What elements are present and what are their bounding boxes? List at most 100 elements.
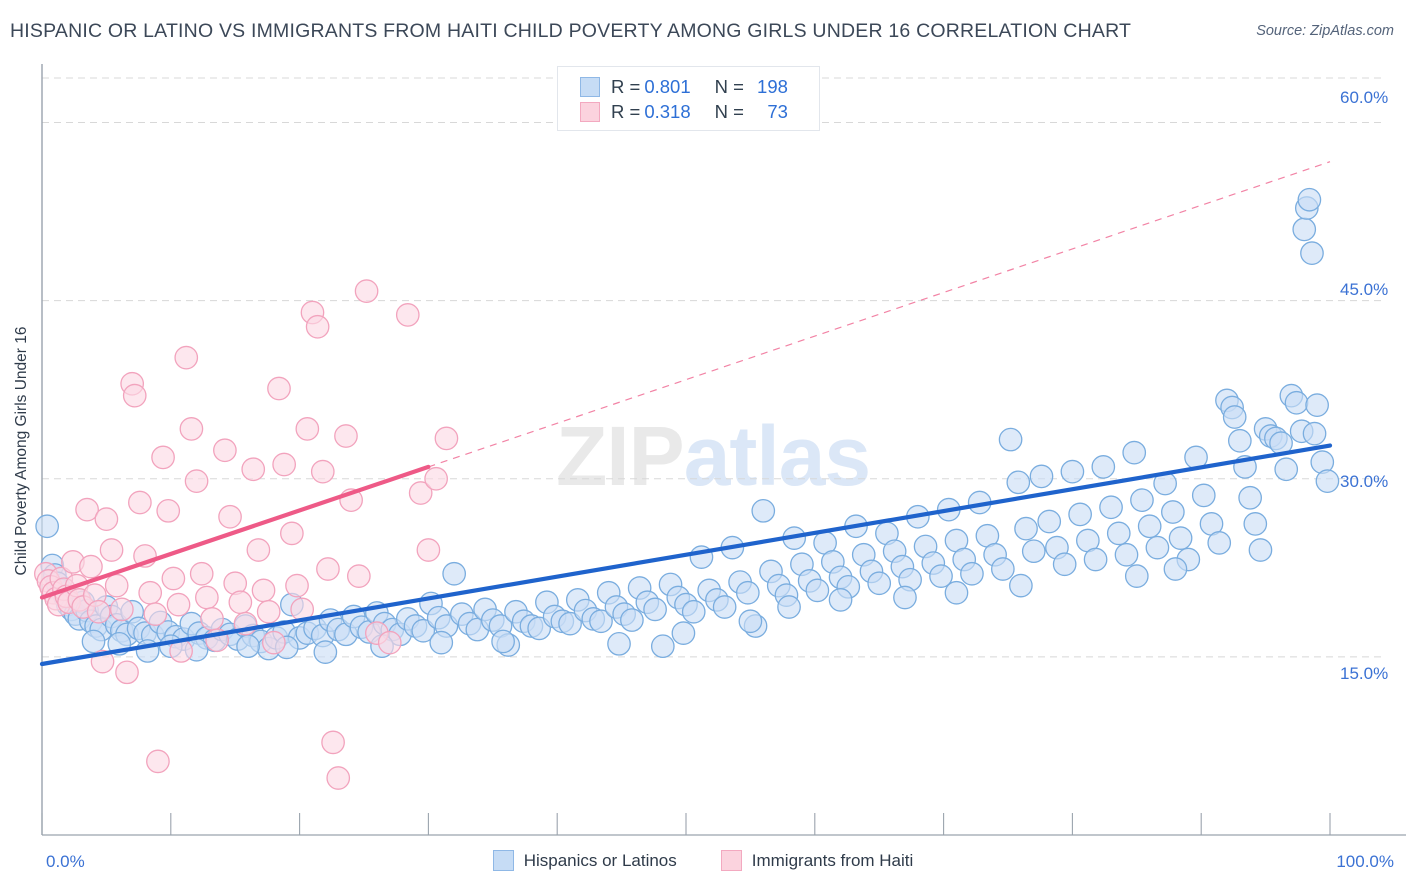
data-point [195,585,219,610]
legend-n-value-pink: 73 [767,100,788,122]
data-point [1302,421,1327,446]
series-legend-item-haiti[interactable]: Immigrants from Haiti [720,850,914,871]
legend-r-value-pink: 0.318 [644,100,691,122]
data-point [200,607,224,631]
data-point [1207,531,1232,555]
data-point [179,417,204,441]
correlation-legend: R = 0.801 N = 198 R = 0.318 N = 73 [557,66,820,131]
data-point [1014,516,1038,541]
data-point [1114,542,1139,567]
data-point [81,629,106,654]
data-point [867,571,892,596]
data-point [143,602,168,626]
y-axis-title: Child Poverty Among Girls Under 16 [13,326,30,576]
data-point [395,303,420,327]
data-point [377,630,402,655]
series-legend-item-hispanics[interactable]: Hispanics or Latinos [492,850,677,871]
data-point [267,376,291,401]
data-point [990,557,1015,581]
data-point [1284,390,1309,415]
data-point [280,521,304,546]
y-tick-label-30: 30.0% [1340,472,1389,491]
data-point [607,631,631,656]
data-point [128,490,152,515]
data-point [184,469,209,493]
data-point [138,580,163,605]
data-point [1191,483,1216,508]
data-point [1060,459,1085,484]
data-point [99,538,124,562]
data-point [442,561,467,586]
data-point [411,618,436,643]
data-point [1145,535,1170,560]
x-tick-label-max: 100.0% [1336,852,1394,871]
data-point [161,566,186,591]
legend-r-label-pink: R = [611,100,641,122]
trend-line [39,443,1333,667]
data-point [110,597,134,622]
data-point [213,438,237,463]
data-point [1163,557,1188,581]
data-point [1227,428,1252,453]
data-point [929,564,953,588]
data-point [1124,564,1149,588]
data-point [738,609,763,634]
y-tick-label-45: 45.0% [1340,280,1389,299]
data-point [146,749,170,774]
data-point [174,345,199,370]
series-label-hispanics: Hispanics or Latinos [523,850,677,870]
data-point [735,580,760,605]
series-label-haiti: Immigrants from Haiti [751,850,914,870]
data-point [313,640,338,664]
data-point [1297,187,1322,212]
data-point [408,481,433,505]
data-point [246,538,271,562]
data-point [305,314,330,339]
data-point [491,629,515,654]
data-point [86,599,111,624]
data-point [712,595,737,619]
data-point [251,578,276,603]
data-point [1300,241,1324,265]
series-swatch-pink [720,850,742,871]
data-point [354,279,379,303]
y-tick-label-15: 15.0% [1340,664,1389,683]
data-point [671,621,696,645]
data-point [1315,469,1340,493]
data-point [893,585,917,610]
data-point [1006,470,1031,495]
data-point [115,660,139,685]
data-point [156,498,181,523]
data-point [1099,495,1123,520]
data-point [35,514,60,539]
data-point [1068,502,1092,527]
series-points-haiti [34,279,459,790]
data-point [589,609,613,634]
data-point [1292,217,1317,242]
data-point [316,557,340,581]
data-point [1243,512,1268,536]
data-point [650,634,675,659]
legend-swatch-blue [580,76,600,97]
data-point [1137,514,1162,539]
data-point [1037,509,1062,534]
data-point [310,459,335,484]
data-point [94,507,119,531]
data-point [256,599,281,624]
data-point [321,730,345,755]
series-legend: Hispanics or Latinos Immigrants from Hai… [0,850,1406,871]
data-point [334,424,358,448]
data-point [79,554,103,579]
series-swatch-blue [492,850,514,871]
data-point [75,497,99,522]
legend-r-label-blue: R = [611,75,641,97]
data-point [1130,488,1154,512]
legend-swatch-pink [580,101,600,122]
data-point [1161,500,1185,524]
data-point [429,630,454,655]
data-point [1274,457,1299,482]
data-point [1083,547,1108,572]
data-point [1168,526,1193,550]
